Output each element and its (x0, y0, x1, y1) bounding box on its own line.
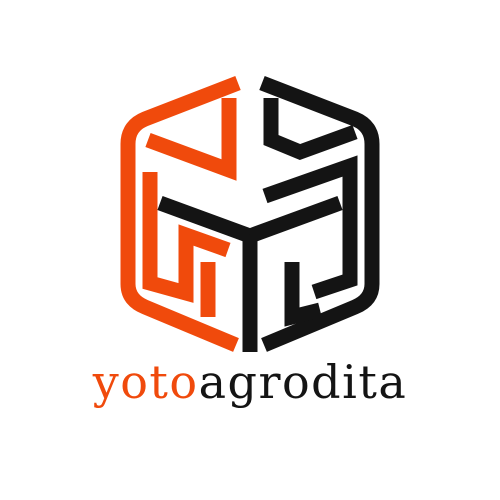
monogram-left-half (120, 76, 241, 352)
brand-name-accent: yoto (92, 355, 199, 409)
monogram-right-half (157, 76, 380, 352)
brand-wordmark: yotoagrodita (0, 352, 500, 412)
brand-name-dark: agrodita (198, 355, 408, 409)
